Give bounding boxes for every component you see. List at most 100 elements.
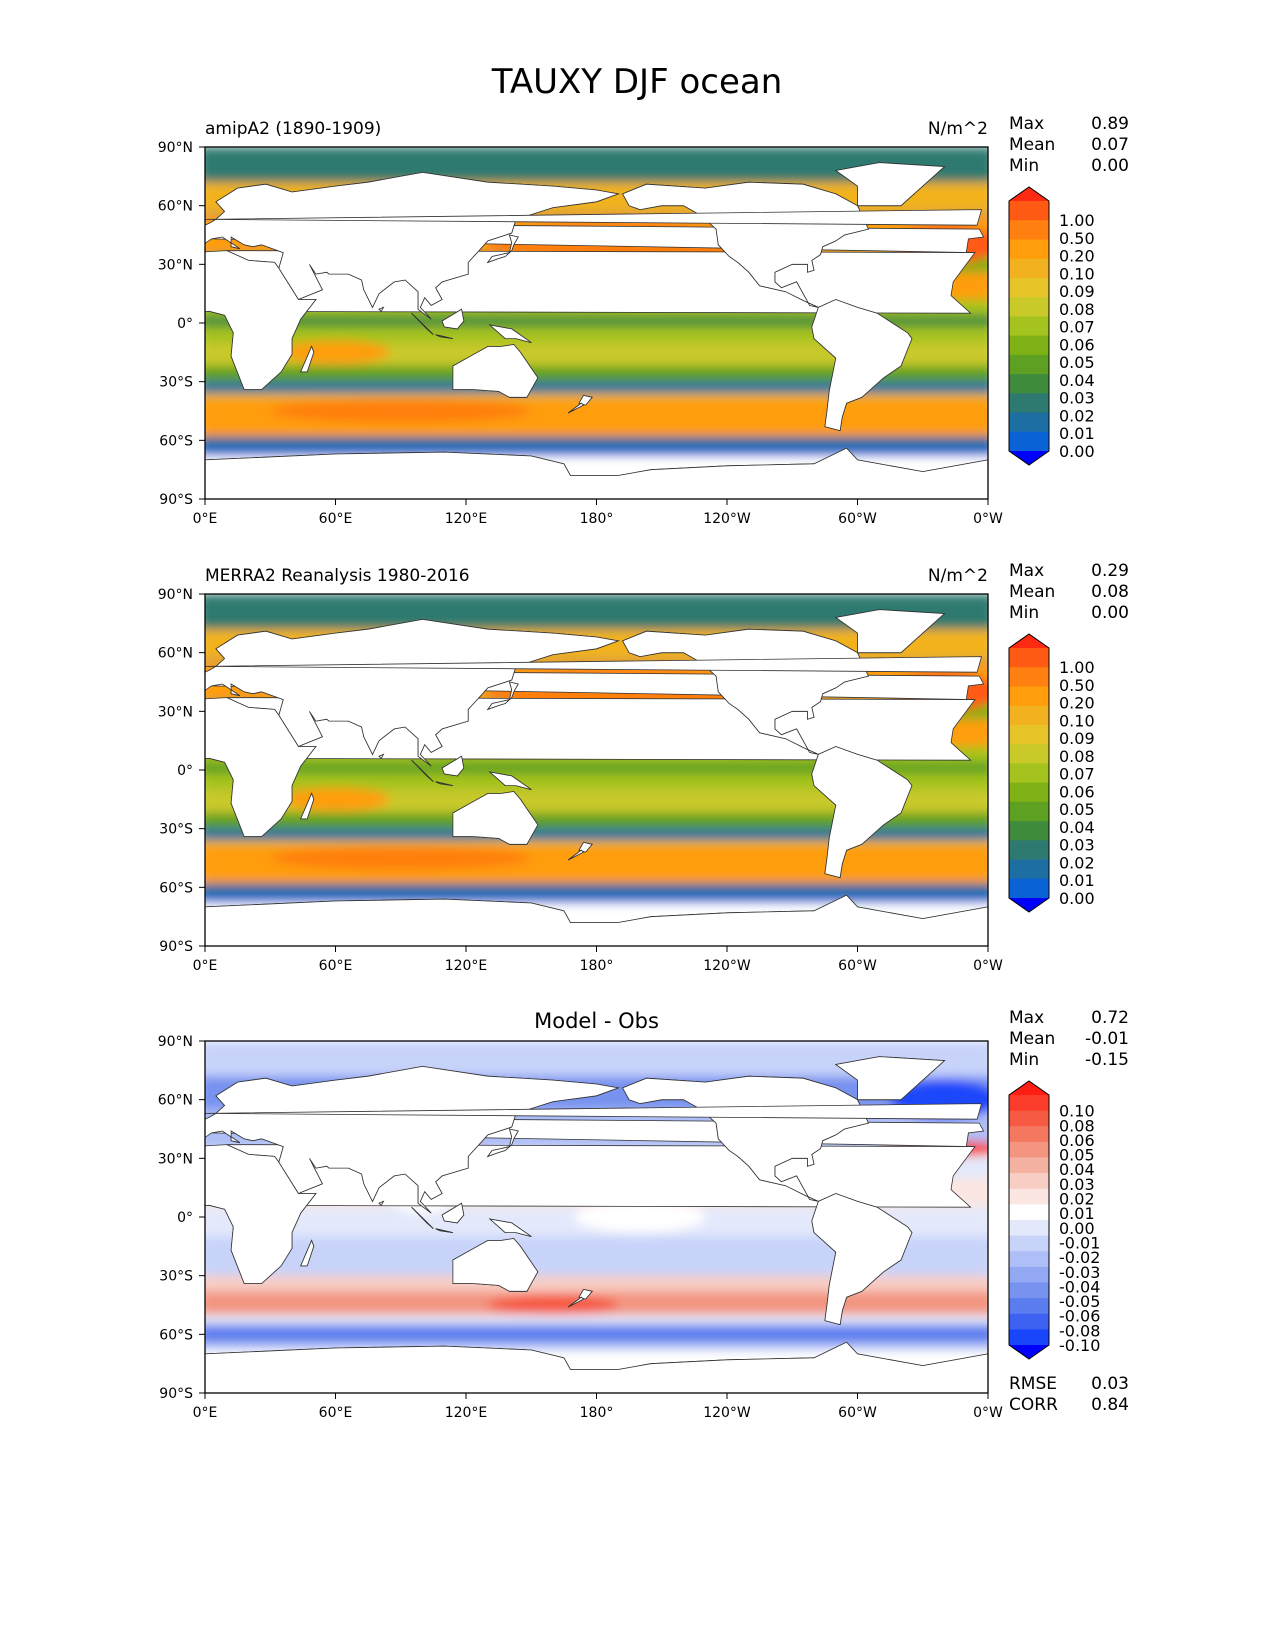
x-tick-label: 60°W (838, 958, 877, 974)
colorbar-segment (1009, 1266, 1049, 1284)
colorbar: 1.000.500.200.100.090.080.070.060.050.04… (1008, 186, 1095, 466)
colorbar-tick-label: 0.05 (1059, 1146, 1095, 1165)
y-tick-label: 90°S (159, 939, 193, 955)
colorbar-segment (1009, 1220, 1049, 1237)
contour-band (205, 1275, 988, 1292)
coastline (205, 665, 206, 667)
colorbar-tick-label: -0.03 (1059, 1263, 1100, 1282)
colorbar-segment (1009, 724, 1049, 745)
x-tick-label: 180° (580, 958, 614, 974)
x-tick-label: 180° (580, 1405, 614, 1421)
colorbar-outline (1008, 186, 1050, 466)
contour-feature (270, 846, 532, 870)
y-tick-label: 30°N (158, 1151, 193, 1167)
colorbar-outline (1008, 633, 1050, 913)
colorbar-tick-label: 1.00 (1059, 211, 1095, 230)
x-tick-label: 60°E (319, 958, 353, 974)
y-tick-label: 60°S (159, 1327, 193, 1343)
y-tick-label: 60°S (159, 880, 193, 896)
coastline (205, 656, 983, 673)
colorbar-tick-label: 0.04 (1059, 818, 1095, 837)
x-tick-label: 120°W (703, 958, 751, 974)
colorbar-segment (1009, 1157, 1049, 1174)
coastline (486, 681, 519, 711)
y-tick-label: 0° (177, 1210, 193, 1226)
coastline (205, 1144, 317, 1284)
colorbar-extend-min (1009, 1345, 1049, 1359)
y-tick-label: 90°N (158, 1034, 193, 1050)
panel-units: N/m^2 (928, 566, 988, 586)
coastline (578, 841, 593, 853)
colorbar-tick-label: 0.02 (1059, 1190, 1095, 1209)
colorbar-segment (1009, 258, 1049, 279)
coastline (578, 394, 593, 406)
stat-value: 0.00 (1091, 603, 1129, 623)
colorbar-extend-max (1009, 634, 1049, 648)
colorbar-tick-label: -0.05 (1059, 1292, 1100, 1311)
coastline (205, 1112, 206, 1114)
colorbar-tick-label: 0.00 (1059, 1219, 1095, 1238)
coastline (441, 1202, 465, 1224)
colorbar-segment (1009, 1313, 1049, 1330)
coastline (486, 1128, 519, 1158)
coastline (205, 1103, 983, 1120)
coastline (205, 447, 988, 499)
colorbar-tick-label: 0.20 (1059, 694, 1095, 713)
colorbar-tick-label: 0.04 (1059, 371, 1095, 390)
contour-band (205, 393, 988, 398)
coastline (435, 781, 453, 786)
colorbar-tick-label: 0.08 (1059, 1116, 1095, 1135)
colorbar-tick-label: 0.01 (1059, 871, 1095, 890)
contour-band (205, 1314, 988, 1325)
colorbar-segment (1009, 1188, 1049, 1205)
colorbar-extend-min (1009, 898, 1049, 912)
colorbar-segment (1009, 412, 1049, 433)
colorbar-tick-label: 0.08 (1059, 300, 1095, 319)
colorbar-segment (1009, 1251, 1049, 1268)
contour-band (205, 828, 988, 841)
colorbar-tick-label: 0.04 (1059, 1160, 1095, 1179)
y-tick-label: 90°S (159, 1386, 193, 1402)
colorbar-segment (1009, 859, 1049, 880)
coastline (486, 234, 519, 264)
coastline (205, 1065, 620, 1214)
stat-label: Max (1009, 114, 1044, 134)
colorbar-segment (1009, 1282, 1049, 1299)
colorbar-segment (1009, 239, 1049, 260)
contour-band (205, 315, 988, 327)
stat-value: 0.89 (1091, 114, 1129, 134)
contour-band (205, 366, 988, 382)
stat-value: 0.72 (1091, 1008, 1129, 1028)
coastline (411, 312, 434, 335)
land-mask (205, 609, 988, 946)
coastline (441, 308, 465, 330)
contour-band (205, 342, 988, 367)
colorbar-tick-label: 0.50 (1059, 229, 1095, 248)
figure-title: TAUXY DJF ocean (491, 62, 783, 102)
coastline (441, 755, 465, 777)
coastline (567, 849, 585, 861)
colorbar-tick-label: -0.02 (1059, 1248, 1100, 1267)
coastline (452, 791, 539, 845)
colorbar-segment (1009, 648, 1049, 668)
x-tick-label: 120°W (703, 1405, 751, 1421)
coastline (811, 746, 913, 879)
x-tick-label: 0°E (193, 958, 218, 974)
x-tick-label: 60°W (838, 511, 877, 527)
colorbar-tick-label: 0.08 (1059, 747, 1095, 766)
coastline (205, 209, 983, 226)
contour-feature (281, 787, 390, 811)
x-tick-label: 120°E (445, 511, 488, 527)
x-tick-label: 0°W (973, 511, 1003, 527)
contour-band (205, 895, 988, 903)
x-tick-label: 60°W (838, 1405, 877, 1421)
coastline (205, 894, 988, 946)
colorbar-tick-label: 0.20 (1059, 247, 1095, 266)
coastline (205, 171, 620, 320)
colorbar-segment (1009, 431, 1049, 452)
stat-value: 0.84 (1091, 1395, 1129, 1415)
colorbar-tick-label: 0.03 (1059, 1175, 1095, 1194)
stat-label: Mean (1009, 135, 1055, 155)
x-tick-label: 120°E (445, 958, 488, 974)
